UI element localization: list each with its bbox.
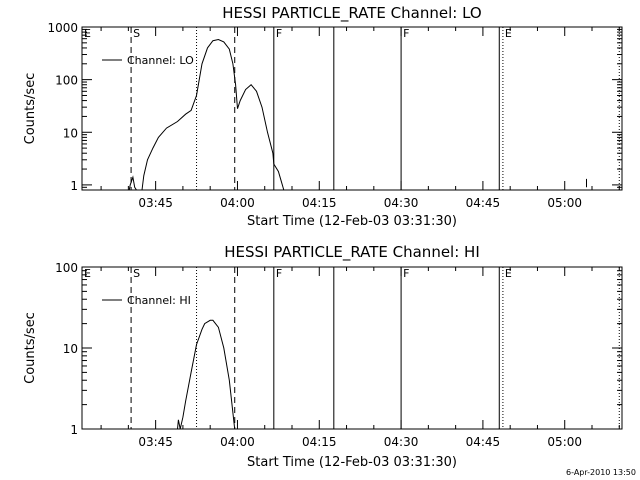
render-timestamp: 6-Apr-2010 13:50 (566, 468, 636, 477)
event-marker-label: S (133, 267, 140, 280)
x-tick-label: 04:30 (384, 196, 419, 210)
legend-label: Channel: LO (127, 54, 194, 67)
event-marker-label: F (403, 267, 409, 280)
x-tick-label: 03:45 (138, 196, 173, 210)
y-tick-label: 1 (70, 179, 78, 193)
y-tick-label: 10 (63, 126, 78, 140)
y-tick-label: 10 (63, 342, 78, 356)
panel-hi: HESSI PARTICLE_RATE Channel: HI 03:45 04:0… (23, 243, 623, 470)
event-marker-label: E (505, 267, 512, 280)
x-tick-label: 05:00 (547, 196, 582, 210)
chart-title: HESSI PARTICLE_RATE Channel: LO (222, 4, 481, 23)
x-tick-label: 04:00 (220, 435, 255, 449)
series-line (177, 319, 236, 429)
y-tick-label: 1000 (47, 21, 78, 35)
event-marker-label: E (84, 267, 91, 280)
panel-lo: HESSI PARTICLE_RATE Channel: LO 03:45 04:0… (23, 4, 623, 229)
event-marker-label: E (84, 27, 91, 40)
x-tick-label: 03:45 (138, 435, 173, 449)
event-marker-label: F (403, 27, 409, 40)
y-tick-label: 100 (55, 74, 78, 88)
chart-title: HESSI PARTICLE_RATE Channel: HI (224, 243, 480, 262)
event-marker-label: E (505, 27, 512, 40)
event-marker-label: F (276, 267, 282, 280)
plot-frame (81, 26, 623, 191)
plot-frame (81, 266, 623, 430)
y-tick-label: 1 (70, 423, 78, 437)
event-marker-label: F (276, 27, 282, 40)
x-tick-label: 04:45 (466, 196, 501, 210)
x-tick-label: 04:30 (384, 435, 419, 449)
y-axis-label: Counts/sec (23, 73, 38, 145)
y-axis-label: Counts/sec (23, 312, 38, 384)
y-tick-label: 100 (55, 261, 78, 275)
series-line (128, 38, 285, 190)
x-tick-label: 04:00 (220, 196, 255, 210)
x-axis-label: Start Time (12-Feb-03 03:31:30) (247, 214, 457, 229)
x-axis-label: Start Time (12-Feb-03 03:31:30) (247, 455, 457, 470)
legend-label: Channel: HI (127, 294, 191, 307)
x-tick-label: 05:00 (547, 435, 582, 449)
x-tick-label: 04:15 (302, 196, 337, 210)
x-tick-label: 04:45 (466, 435, 501, 449)
x-tick-label: 04:15 (302, 435, 337, 449)
event-marker-label: S (133, 27, 140, 40)
